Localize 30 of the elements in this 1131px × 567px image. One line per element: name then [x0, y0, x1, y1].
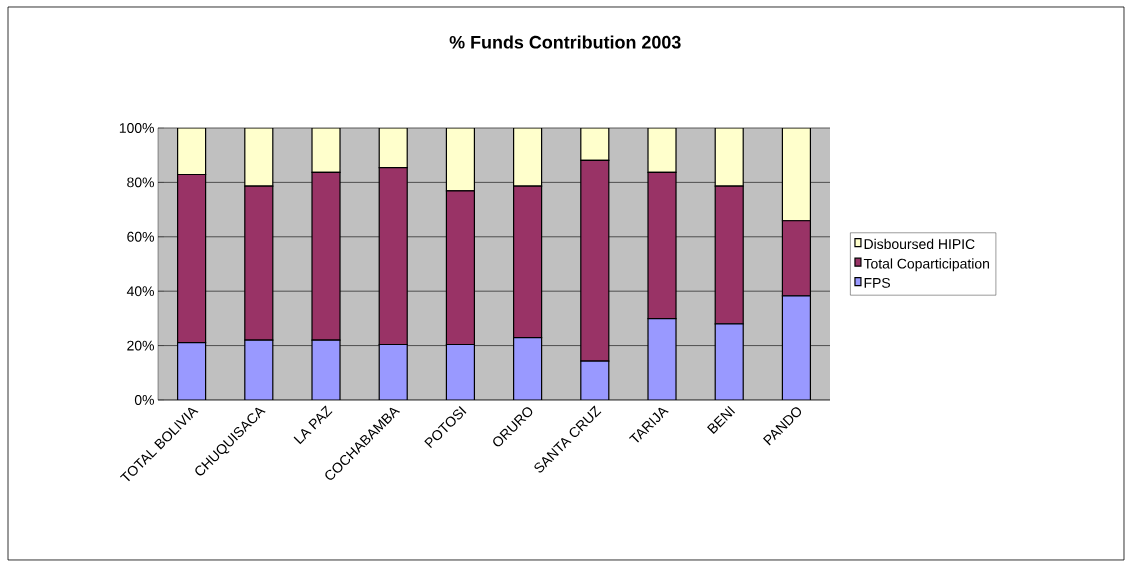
bar	[781, 295, 812, 400]
bar	[781, 127, 812, 222]
bar	[311, 127, 341, 173]
bar	[513, 127, 543, 187]
legend-label: Total Coparticipation	[863, 258, 989, 272]
bar	[513, 337, 543, 400]
bar	[311, 339, 341, 400]
bar	[378, 343, 408, 400]
bar	[445, 343, 476, 400]
chart-title: % Funds Contribution 2003	[449, 35, 681, 49]
legend-label: FPS	[864, 277, 891, 288]
bar	[714, 323, 744, 400]
bar	[244, 339, 274, 400]
y-tick-label: 0%	[134, 395, 154, 405]
bar	[647, 318, 677, 400]
y-tick-label: 60%	[127, 231, 154, 242]
bar	[580, 127, 610, 161]
y-tick-label: 80%	[127, 177, 154, 188]
bar	[714, 127, 744, 187]
bar	[177, 341, 207, 400]
y-tick-label: 20%	[127, 340, 154, 351]
y-tick-label: 40%	[126, 286, 154, 297]
legend-label: Disboursed HIPIC	[864, 238, 975, 250]
bar	[244, 127, 274, 187]
bar	[647, 127, 677, 173]
bar	[378, 127, 408, 169]
bar	[580, 360, 610, 400]
bar	[177, 127, 207, 176]
y-tick-label: 100%	[119, 123, 154, 133]
bar	[445, 127, 476, 192]
